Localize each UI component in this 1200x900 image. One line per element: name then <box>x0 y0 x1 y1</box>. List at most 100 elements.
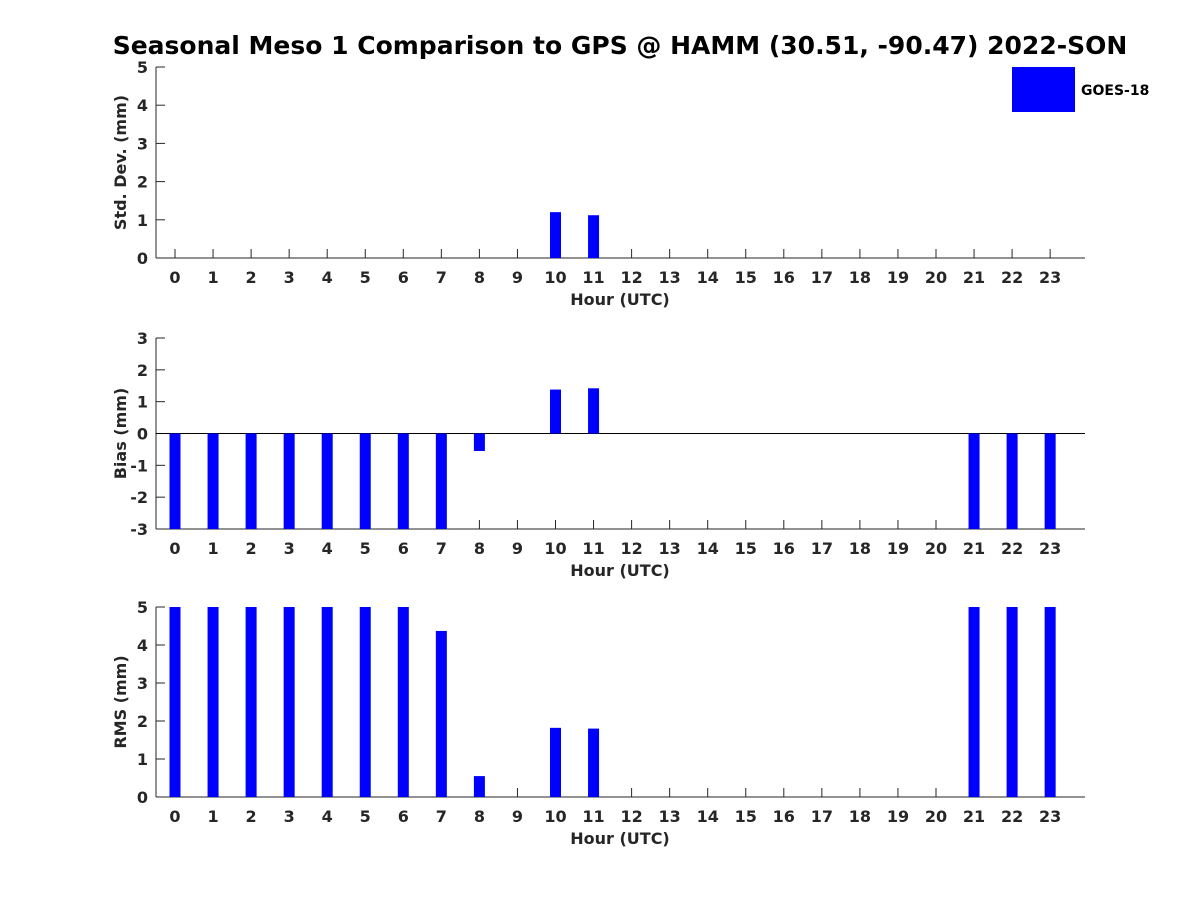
bias-x-tick-label: 15 <box>735 539 757 558</box>
rms-bar-hour-1 <box>207 607 219 797</box>
bias-y-tick-label: 1 <box>137 393 148 412</box>
bias-x-tick-label: 18 <box>849 539 871 558</box>
bias-y-tick-label: 3 <box>137 329 148 348</box>
bias-x-axis-label: Hour (UTC) <box>570 561 670 580</box>
rms-y-tick-label: 5 <box>137 598 148 617</box>
std-dev-x-tick-label: 3 <box>284 268 295 287</box>
std-dev-x-tick-label: 0 <box>169 268 180 287</box>
bias-y-tick-label: 0 <box>137 425 148 444</box>
legend: GOES-18 <box>1012 67 1149 112</box>
bias-x-tick-label: 21 <box>963 539 985 558</box>
std-dev-x-tick-label: 12 <box>620 268 642 287</box>
bias-bar-hour-23 <box>1044 433 1056 529</box>
bias-x-tick-label: 5 <box>360 539 371 558</box>
bias-bar-hour-5 <box>359 433 371 529</box>
rms-bar-hour-3 <box>283 607 295 797</box>
rms-bar-hour-23 <box>1044 607 1056 797</box>
std-dev-y-tick-label: 2 <box>137 173 148 192</box>
rms-x-tick-label: 18 <box>849 807 871 826</box>
bias-x-tick-label: 22 <box>1001 539 1023 558</box>
rms-x-tick-label: 5 <box>360 807 371 826</box>
bias-bar-hour-6 <box>397 433 409 529</box>
bias-x-tick-label: 20 <box>925 539 947 558</box>
std-dev-x-tick-label: 8 <box>474 268 485 287</box>
std-dev-x-tick-label: 7 <box>436 268 447 287</box>
rms-x-tick-label: 3 <box>284 807 295 826</box>
rms-bar-hour-21 <box>968 607 980 797</box>
rms-bar-hour-5 <box>359 607 371 797</box>
bias-x-tick-label: 13 <box>659 539 681 558</box>
bias-bar-hour-11 <box>588 388 600 434</box>
bias-x-tick-label: 16 <box>773 539 795 558</box>
rms-x-tick-label: 19 <box>887 807 909 826</box>
std-dev-x-tick-label: 6 <box>398 268 409 287</box>
rms-x-tick-label: 4 <box>322 807 333 826</box>
rms-x-tick-label: 22 <box>1001 807 1023 826</box>
std-dev-x-tick-label: 13 <box>659 268 681 287</box>
std-dev-x-tick-label: 14 <box>697 268 719 287</box>
std-dev-x-tick-label: 1 <box>207 268 218 287</box>
bias-bar-hour-21 <box>968 433 980 529</box>
legend-swatch <box>1012 67 1075 112</box>
rms-bar-hour-0 <box>169 607 181 797</box>
std-dev-y-axis-label: Std. Dev. (mm) <box>111 95 130 230</box>
std-dev-x-tick-label: 18 <box>849 268 871 287</box>
std-dev-x-tick-label: 9 <box>512 268 523 287</box>
rms-x-axis-label: Hour (UTC) <box>570 829 670 848</box>
rms-x-tick-label: 7 <box>436 807 447 826</box>
bias-x-tick-label: 8 <box>474 539 485 558</box>
std-dev-y-tick-label: 1 <box>137 211 148 230</box>
std-dev-x-tick-label: 17 <box>811 268 833 287</box>
bias-x-tick-label: 10 <box>544 539 566 558</box>
bias-x-tick-label: 2 <box>246 539 257 558</box>
rms-bar-hour-7 <box>435 630 447 797</box>
rms-bar-hour-8 <box>473 776 485 797</box>
bias-x-tick-label: 12 <box>620 539 642 558</box>
rms-x-tick-label: 1 <box>207 807 218 826</box>
rms-bar-hour-4 <box>321 607 333 797</box>
rms-y-tick-label: 0 <box>137 788 148 807</box>
rms-x-tick-label: 12 <box>620 807 642 826</box>
std-dev-bar-hour-11 <box>588 215 600 258</box>
rms-x-tick-label: 2 <box>246 807 257 826</box>
rms-x-tick-label: 21 <box>963 807 985 826</box>
bias-x-tick-label: 11 <box>582 539 604 558</box>
bias-bar-hour-3 <box>283 433 295 529</box>
bias-bar-hour-2 <box>245 433 257 529</box>
rms-x-tick-label: 23 <box>1039 807 1061 826</box>
std-dev-y-tick-label: 4 <box>137 96 148 115</box>
rms-x-tick-label: 15 <box>735 807 757 826</box>
std-dev-x-tick-label: 19 <box>887 268 909 287</box>
rms-bar-hour-10 <box>550 727 561 797</box>
bias-bar-hour-7 <box>435 433 447 529</box>
std-dev-x-tick-label: 10 <box>544 268 566 287</box>
std-dev-x-tick-label: 2 <box>246 268 257 287</box>
legend-label: GOES-18 <box>1081 83 1149 99</box>
rms-y-tick-label: 2 <box>137 712 148 731</box>
bias-y-tick-label: 2 <box>137 361 148 380</box>
rms-x-tick-label: 9 <box>512 807 523 826</box>
bias-x-tick-label: 17 <box>811 539 833 558</box>
std-dev-x-axis-label: Hour (UTC) <box>570 290 670 309</box>
std-dev-x-tick-label: 5 <box>360 268 371 287</box>
std-dev-y-tick-label: 0 <box>137 249 148 268</box>
std-dev-x-tick-label: 22 <box>1001 268 1023 287</box>
std-dev-x-tick-label: 20 <box>925 268 947 287</box>
std-dev-x-tick-label: 15 <box>735 268 757 287</box>
rms-bar-hour-6 <box>397 607 409 797</box>
rms-x-tick-label: 8 <box>474 807 485 826</box>
bias-x-tick-label: 0 <box>169 539 180 558</box>
bias-bar-hour-0 <box>169 433 181 529</box>
bias-x-tick-label: 14 <box>697 539 719 558</box>
rms-x-tick-label: 14 <box>697 807 719 826</box>
std-dev-x-tick-label: 21 <box>963 268 985 287</box>
bias-x-tick-label: 9 <box>512 539 523 558</box>
bias-x-tick-label: 4 <box>322 539 333 558</box>
bias-x-tick-label: 6 <box>398 539 409 558</box>
rms-y-tick-label: 4 <box>137 636 148 655</box>
bias-bar-hour-8 <box>473 433 485 452</box>
std-dev-bar-hour-10 <box>550 212 561 258</box>
std-dev-y-tick-label: 5 <box>137 58 148 77</box>
